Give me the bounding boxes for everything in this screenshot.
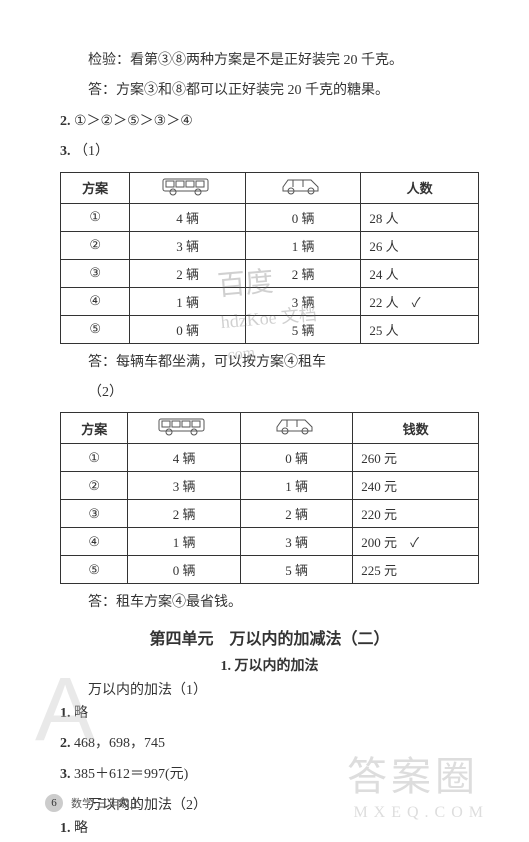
th-car-icon (240, 413, 352, 444)
cell: 0 辆 (128, 556, 240, 584)
th-money: 钱数 (353, 413, 479, 444)
question-3: 3. （1） (60, 141, 479, 163)
cell: 1 辆 (128, 528, 240, 556)
cell: 25 人 (361, 315, 479, 343)
cell: 26 人 (361, 231, 479, 259)
cell: 22 人 ✓ (361, 287, 479, 315)
table-row: ② 3 辆 1 辆 240 元 (61, 472, 479, 500)
th-car-icon (245, 172, 361, 203)
item-2-1: 1. 略 (60, 818, 479, 840)
cell: 0 辆 (240, 444, 352, 472)
item-1-1: 1. 略 (60, 703, 479, 725)
cell: 260 元 (353, 444, 479, 472)
cell: ③ (61, 500, 128, 528)
cell: ② (61, 231, 130, 259)
table-row: ④ 1 辆 3 辆 22 人 ✓ (61, 287, 479, 315)
cell: 0 辆 (245, 203, 361, 231)
method-1: 万以内的加法（1） (60, 679, 479, 699)
table-row: ④ 1 辆 3 辆 200 元 ✓ (61, 528, 479, 556)
sub-unit-title: 1. 万以内的加法 (60, 655, 479, 675)
cell: ④ (61, 528, 128, 556)
cell: 4 辆 (128, 444, 240, 472)
num: 2. (60, 736, 71, 751)
cell: 5 辆 (240, 556, 352, 584)
cell: ⑤ (61, 315, 130, 343)
cell: ① (61, 203, 130, 231)
th-bus-icon (130, 172, 246, 203)
cell: 225 元 (353, 556, 479, 584)
cell: 28 人 (361, 203, 479, 231)
text: 385＋612＝997(元) (74, 767, 188, 782)
table-row: 方案 人数 (61, 172, 479, 203)
table-row: 方案 钱数 (61, 413, 479, 444)
table-row: ⑤ 0 辆 5 辆 225 元 (61, 556, 479, 584)
text: 略 (74, 706, 88, 721)
cell: 2 辆 (245, 259, 361, 287)
unit-title: 第四单元 万以内的加减法（二） (60, 625, 479, 649)
cell: 220 元 (353, 500, 479, 528)
t1-answer: 答：每辆车都坐满，可以按方案④租车 (60, 352, 479, 374)
answer-line-1: 答：方案③和⑧都可以正好装完 20 千克的糖果。 (60, 80, 479, 102)
table-row: ⑤ 0 辆 5 辆 25 人 (61, 315, 479, 343)
cell: 2 辆 (128, 500, 240, 528)
q2-text: ①＞②＞⑤＞③＞④ (74, 114, 193, 129)
question-2: 2. ①＞②＞⑤＞③＞④ (60, 111, 479, 133)
cell: ① (61, 444, 128, 472)
num: 3. (60, 767, 71, 782)
table-row: ① 4 辆 0 辆 260 元 (61, 444, 479, 472)
cell: 2 辆 (240, 500, 352, 528)
th-bus-icon (128, 413, 240, 444)
cell: ③ (61, 259, 130, 287)
num: 1. (60, 821, 71, 836)
item-1-2: 2. 468，698，745 (60, 733, 479, 755)
cell: 200 元 ✓ (353, 528, 479, 556)
q3-num: 3. (60, 144, 71, 159)
t2-answer: 答：租车方案④最省钱。 (60, 592, 479, 614)
table-row: ③ 2 辆 2 辆 220 元 (61, 500, 479, 528)
table-row: ② 3 辆 1 辆 26 人 (61, 231, 479, 259)
cell: ④ (61, 287, 130, 315)
cell: 3 辆 (245, 287, 361, 315)
cell: 0 辆 (130, 315, 246, 343)
cell: 1 辆 (240, 472, 352, 500)
cell: 3 辆 (128, 472, 240, 500)
cell: 3 辆 (240, 528, 352, 556)
cell: 4 辆 (130, 203, 246, 231)
q3-sub: （1） (74, 144, 109, 159)
table-2: 方案 钱数 ① 4 辆 0 辆 26 (60, 412, 479, 584)
cell: 240 元 (353, 472, 479, 500)
text: 468，698，745 (74, 736, 165, 751)
num: 1. (60, 706, 71, 721)
text: 略 (74, 821, 88, 836)
footer-text: 数学·三年级上 (71, 795, 141, 811)
table-row: ③ 2 辆 2 辆 24 人 (61, 259, 479, 287)
table-row: ① 4 辆 0 辆 28 人 (61, 203, 479, 231)
cell: 1 辆 (245, 231, 361, 259)
page-number: 6 (45, 794, 63, 812)
th-count: 人数 (361, 172, 479, 203)
cell: 1 辆 (130, 287, 246, 315)
table-1: 方案 人数 ① 4 辆 0 辆 28 (60, 172, 479, 344)
cell: 24 人 (361, 259, 479, 287)
th-plan: 方案 (61, 172, 130, 203)
th-plan: 方案 (61, 413, 128, 444)
cell: 2 辆 (130, 259, 246, 287)
sub-2: （2） (60, 382, 479, 404)
cell: ⑤ (61, 556, 128, 584)
cell: 5 辆 (245, 315, 361, 343)
item-1-3: 3. 385＋612＝997(元) (60, 764, 479, 786)
q2-num: 2. (60, 114, 71, 129)
check-line: 检验：看第③⑧两种方案是不是正好装完 20 千克。 (60, 50, 479, 72)
cell: ② (61, 472, 128, 500)
cell: 3 辆 (130, 231, 246, 259)
page-footer: 6 数学·三年级上 (45, 794, 141, 812)
